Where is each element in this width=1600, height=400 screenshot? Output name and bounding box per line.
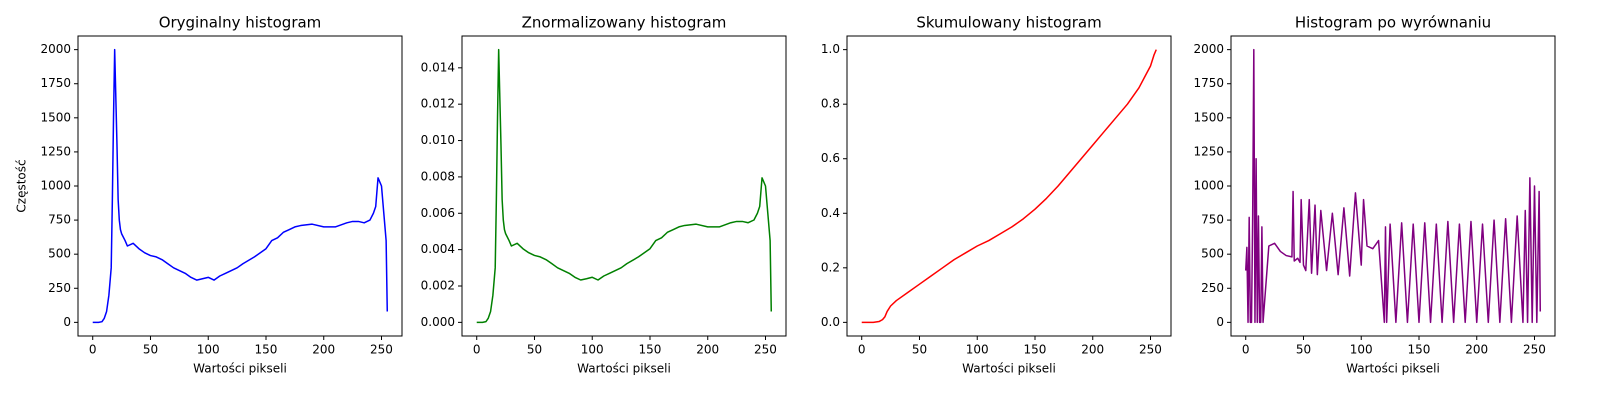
y-tick-label: 750 [1201, 213, 1224, 227]
y-tick-label: 0.6 [821, 151, 840, 165]
x-tick-label: 100 [581, 343, 604, 357]
y-tick-label: 250 [1201, 281, 1224, 295]
x-tick-label: 250 [754, 343, 777, 357]
x-tick-label: 200 [1465, 343, 1488, 357]
y-tick-label: 2000 [1193, 42, 1224, 56]
y-tick-label: 0.008 [421, 169, 455, 183]
x-tick-label: 100 [966, 343, 989, 357]
y-tick-label: 0 [63, 315, 71, 329]
x-tick-label: 200 [312, 343, 335, 357]
y-tick-label: 0.8 [821, 97, 840, 111]
y-tick-label: 1000 [1193, 179, 1224, 193]
y-tick-label: 0.012 [421, 97, 455, 111]
y-tick-label: 0.014 [421, 60, 455, 74]
x-tick-label: 0 [1242, 343, 1250, 357]
data-line [1244, 48, 1542, 324]
y-tick-label: 0.004 [421, 242, 455, 256]
y-tick-label: 0.2 [821, 260, 840, 274]
y-tick-label: 750 [48, 213, 71, 227]
x-tick-label: 50 [1296, 343, 1311, 357]
x-tick-label: 50 [527, 343, 542, 357]
y-tick-label: 250 [48, 281, 71, 295]
y-tick-label: 0 [1216, 315, 1224, 329]
y-tick-label: 1250 [1193, 144, 1224, 158]
axes-frame [1230, 35, 1556, 337]
y-tick-label: 0.000 [421, 315, 455, 329]
x-tick-label: 150 [1408, 343, 1431, 357]
x-tick-label: 250 [370, 343, 393, 357]
y-tick-label: 500 [1201, 247, 1224, 261]
axes-frame [461, 35, 787, 337]
x-tick-label: 200 [1081, 343, 1104, 357]
y-tick-label: 1.0 [821, 42, 840, 56]
y-tick-label: 1500 [1193, 110, 1224, 124]
chart-title: Histogram po wyrównaniu [1295, 14, 1491, 32]
y-tick-label: 1500 [40, 110, 71, 124]
x-tick-label: 250 [1139, 343, 1162, 357]
chart-title: Znormalizowany histogram [522, 14, 727, 32]
y-tick-label: 0.0 [821, 315, 840, 329]
data-line [92, 48, 389, 324]
data-line [861, 49, 1157, 324]
y-tick-label: 1000 [40, 179, 71, 193]
x-tick-label: 150 [639, 343, 662, 357]
y-tick-label: 2000 [40, 42, 71, 56]
x-tick-label: 100 [1350, 343, 1373, 357]
y-tick-label: 0.006 [421, 206, 455, 220]
chart-title: Oryginalny histogram [159, 14, 322, 32]
y-tick-label: 1750 [1193, 76, 1224, 90]
x-tick-label: 250 [1523, 343, 1546, 357]
x-axis-label: Wartości pikseli [962, 362, 1056, 376]
axes-frame [77, 35, 403, 337]
x-axis-label: Wartości pikseli [193, 362, 287, 376]
x-tick-label: 150 [1024, 343, 1047, 357]
y-tick-label: 0.010 [421, 133, 455, 147]
x-tick-label: 50 [912, 343, 927, 357]
x-axis-label: Wartości pikseli [577, 362, 671, 376]
chart-title: Skumulowany histogram [916, 14, 1101, 32]
y-tick-label: 0.4 [821, 206, 840, 220]
x-tick-label: 0 [858, 343, 866, 357]
y-tick-label: 1250 [40, 144, 71, 158]
x-tick-label: 0 [473, 343, 481, 357]
x-tick-label: 0 [89, 343, 97, 357]
data-line [476, 48, 773, 324]
x-axis-label: Wartości pikseli [1346, 362, 1440, 376]
x-tick-label: 50 [143, 343, 158, 357]
y-tick-label: 1750 [40, 76, 71, 90]
x-tick-label: 200 [696, 343, 719, 357]
x-tick-label: 100 [197, 343, 220, 357]
y-axis-label: Częstość [15, 159, 29, 212]
x-tick-label: 150 [255, 343, 278, 357]
y-tick-label: 500 [48, 247, 71, 261]
y-tick-label: 0.002 [421, 279, 455, 293]
axes-frame [846, 35, 1172, 337]
